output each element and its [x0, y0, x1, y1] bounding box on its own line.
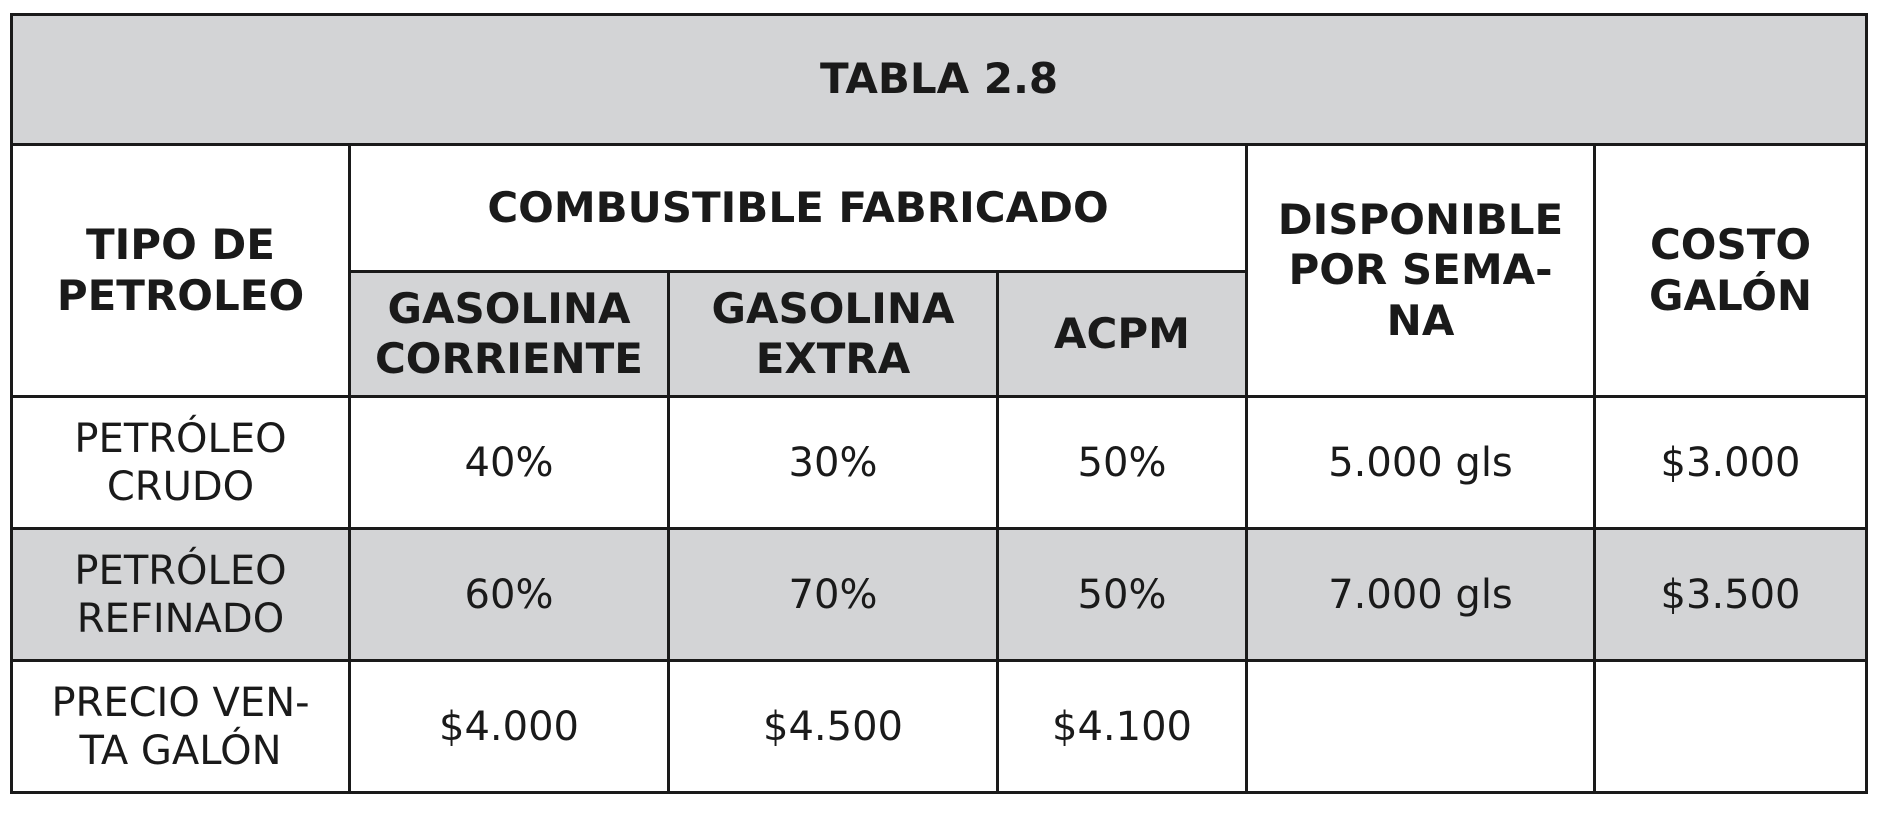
row-label-cell: PETRÓLEO REFINADO [10, 527, 351, 662]
subheader-corriente-line-2: CORRIENTE [374, 334, 644, 383]
subheader-acpm: ACPM [996, 270, 1248, 398]
header-tipo-line-2: PETROLEO [56, 270, 305, 320]
header-row-sub: GASOLINA CORRIENTE GASOLINA EXTRA ACPM [12, 270, 1867, 398]
subheader-extra-line-1: GASOLINA [711, 283, 955, 333]
cell-extra: 30% [667, 395, 999, 530]
subheader-corriente-line-1: GASOLINA [387, 283, 631, 333]
data-table: TABLA 2.8 TIPO DE PETROLEO COMBUSTIBLE F… [9, 13, 1869, 794]
header-combustible-fabricado: COMBUSTIBLE FABRICADO [348, 143, 1248, 273]
header-row-top: TIPO DE PETROLEO COMBUSTIBLE FABRICADO D… [10, 143, 1869, 398]
row-label-cell: PETRÓLEO CRUDO [10, 395, 351, 530]
subheader-acpm-line-1: ACPM [1054, 308, 1190, 358]
table-row: PRECIO VEN- TA GALÓN $4.000 $4.500 $4.10… [10, 659, 1869, 794]
header-costo-line-1: COSTO [1649, 220, 1812, 270]
cell-acpm: 50% [996, 395, 1248, 530]
header-costo-galon: COSTO GALÓN [1592, 143, 1869, 398]
table-container: TABLA 2.8 TIPO DE PETROLEO COMBUSTIBLE F… [9, 13, 1869, 794]
subheader-gasolina-extra: GASOLINA EXTRA [667, 270, 999, 398]
row-label-line-1: PETRÓLEO [74, 547, 287, 594]
cell-extra: $4.500 [667, 659, 999, 794]
cell-disponible: 7.000 gls [1245, 527, 1596, 662]
header-costo-line-2: GALÓN [1648, 270, 1813, 320]
header-tipo-line-1: TIPO DE [86, 220, 275, 270]
table-row: PETRÓLEO REFINADO 60% 70% 50% 7.000 gls … [10, 527, 1869, 662]
cell-acpm: 50% [996, 527, 1248, 662]
row-label-line-2: TA GALÓN [79, 727, 282, 774]
subheader-extra-line-2: EXTRA [755, 334, 911, 383]
header-tipo-petroleo: TIPO DE PETROLEO [10, 143, 351, 398]
cell-disponible [1245, 659, 1596, 794]
cell-costo [1592, 659, 1869, 794]
row-label-line-1: PRECIO VEN- [51, 679, 310, 726]
cell-corriente: 60% [348, 527, 670, 662]
subheader-gasolina-corriente: GASOLINA CORRIENTE [348, 270, 670, 398]
header-disponible-line-2: POR SEMA- [1288, 245, 1553, 295]
row-label-line-2: REFINADO [76, 595, 285, 642]
row-label-cell: PRECIO VEN- TA GALÓN [10, 659, 351, 794]
title-row: TABLA 2.8 [9, 13, 1869, 146]
header-disponible: DISPONIBLE POR SEMA- NA [1245, 143, 1596, 398]
cell-costo: $3.000 [1592, 395, 1869, 530]
cell-extra: 70% [667, 527, 999, 662]
cell-costo: $3.500 [1592, 527, 1869, 662]
header-disponible-line-1: DISPONIBLE [1277, 194, 1564, 244]
table-title: TABLA 2.8 [9, 13, 1869, 146]
cell-corriente: $4.000 [348, 659, 670, 794]
table-row: PETRÓLEO CRUDO 40% 30% 50% 5.000 gls $3.… [10, 395, 1869, 530]
cell-acpm: $4.100 [996, 659, 1248, 794]
row-label-line-2: CRUDO [106, 463, 255, 510]
cell-disponible: 5.000 gls [1245, 395, 1596, 530]
row-label-line-1: PETRÓLEO [74, 415, 287, 462]
header-disponible-line-3: NA [1386, 295, 1455, 345]
cell-corriente: 40% [348, 395, 670, 530]
